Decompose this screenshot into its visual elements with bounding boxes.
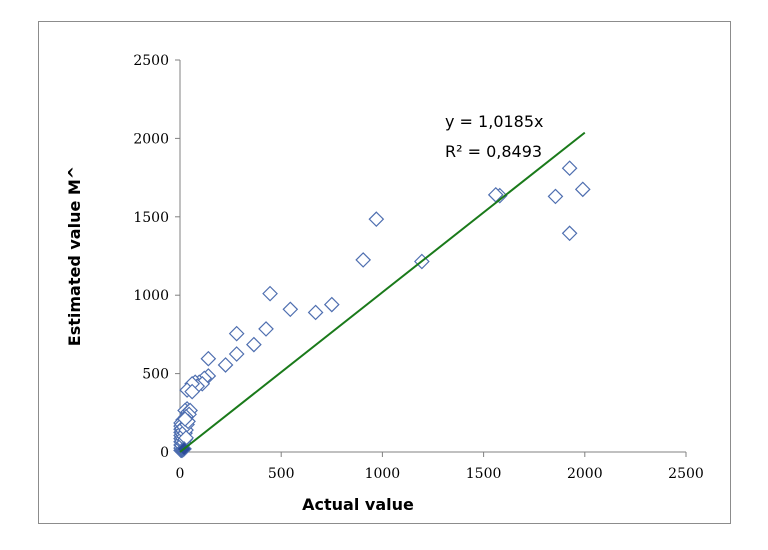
data-point <box>228 346 245 362</box>
trendline <box>179 131 586 453</box>
x-tick-label: 2000 <box>567 466 603 482</box>
trendline-r-squared: R² = 0,8493 <box>445 142 542 161</box>
x-tick-label: 500 <box>268 466 295 482</box>
data-point <box>184 383 200 400</box>
y-axis-title: Estimated value M^ <box>65 166 84 346</box>
data-point <box>355 252 372 268</box>
data-point <box>246 336 262 353</box>
x-tick-label: 1000 <box>365 466 401 482</box>
y-tick-label: 500 <box>142 367 169 383</box>
y-tick-label: 2500 <box>133 53 169 69</box>
data-point <box>258 321 274 337</box>
data-point <box>262 285 278 302</box>
data-point <box>323 296 340 313</box>
data-point <box>200 350 217 367</box>
y-tick-label: 0 <box>160 445 169 461</box>
data-point <box>217 357 234 373</box>
trendline-equation: y = 1,0185x <box>445 112 544 131</box>
data-point <box>228 325 245 342</box>
data-point <box>547 188 564 205</box>
y-tick-label: 2000 <box>133 131 169 147</box>
data-point <box>574 181 591 198</box>
x-axis-title: Actual value <box>302 495 414 514</box>
chart-frame <box>38 21 731 524</box>
data-point <box>177 411 193 427</box>
data-point <box>561 225 578 242</box>
x-tick-label: 1500 <box>466 466 502 482</box>
y-tick-label: 1000 <box>133 288 169 304</box>
x-tick-label: 0 <box>176 466 185 482</box>
data-point <box>282 301 299 318</box>
data-point <box>561 160 578 177</box>
y-tick-label: 1500 <box>133 210 169 226</box>
data-point <box>368 211 385 228</box>
data-point <box>307 304 324 321</box>
x-tick-label: 2500 <box>668 466 704 482</box>
